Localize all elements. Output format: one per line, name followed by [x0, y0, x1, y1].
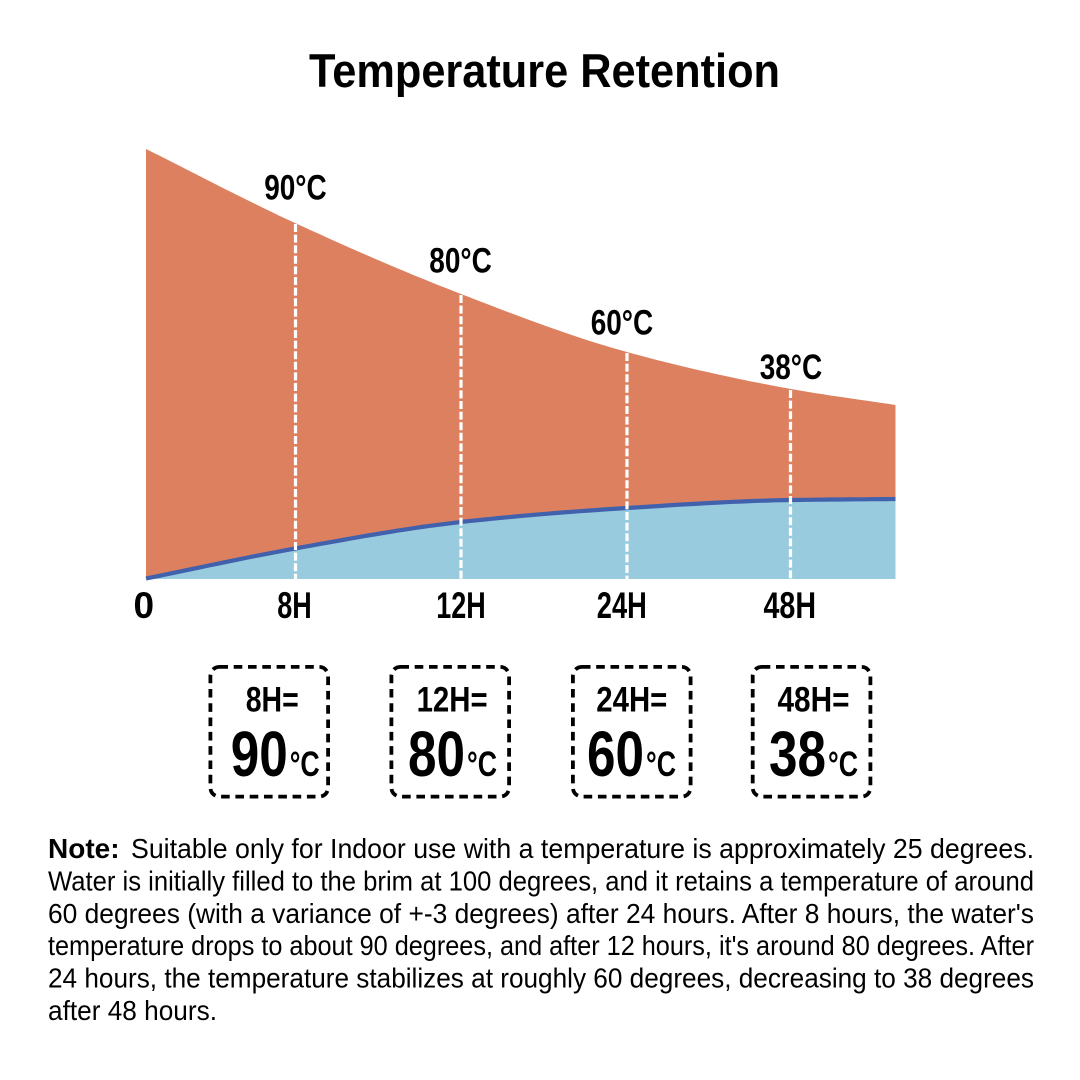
svg-text:38°C: 38°C [760, 348, 823, 387]
svg-text:°C: °C [467, 745, 497, 784]
svg-text:90°C: 90°C [264, 169, 327, 208]
svg-text:after 48 hours.: after 48 hours. [48, 995, 217, 1026]
svg-text:Note:: Note: [48, 833, 120, 864]
svg-text:48H: 48H [764, 585, 817, 626]
svg-text:°C: °C [828, 745, 858, 784]
svg-text:80°C: 80°C [429, 242, 492, 281]
svg-text:Temperature Retention: Temperature Retention [309, 44, 780, 97]
svg-text:60: 60 [587, 718, 644, 790]
svg-text:38: 38 [769, 718, 826, 790]
svg-text:12H=: 12H= [417, 681, 488, 720]
svg-text:24H=: 24H= [596, 681, 667, 720]
svg-text:90: 90 [231, 718, 288, 790]
svg-text:Suitable only for Indoor use w: Suitable only for Indoor use with a temp… [131, 833, 1034, 864]
svg-text:60°C: 60°C [591, 304, 654, 343]
svg-text:24 hours, the temperature stab: 24 hours, the temperature stabilizes at … [48, 963, 1034, 994]
svg-text:12H: 12H [436, 585, 486, 626]
svg-text:°C: °C [646, 745, 676, 784]
svg-text:60 degrees (with a variance of: 60 degrees (with a variance of +-3 degre… [48, 898, 1034, 929]
svg-text:Water is initially filled to t: Water is initially filled to the brim at… [48, 865, 1034, 896]
svg-text:°C: °C [290, 745, 320, 784]
svg-text:8H: 8H [277, 585, 312, 626]
svg-text:temperature drops to about 90: temperature drops to about 90 degrees, a… [48, 930, 1034, 961]
svg-text:0: 0 [134, 585, 155, 626]
svg-text:8H=: 8H= [246, 681, 299, 720]
svg-text:48H=: 48H= [778, 681, 850, 720]
svg-text:24H: 24H [597, 585, 647, 626]
svg-text:80: 80 [408, 718, 465, 790]
